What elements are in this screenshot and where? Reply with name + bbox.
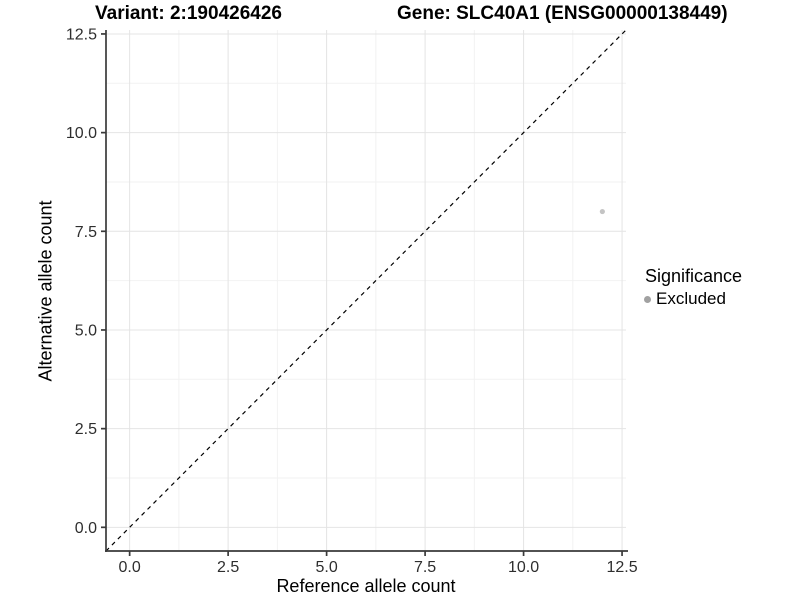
y-tick-label: 5.0 [75, 322, 97, 339]
y-axis-title: Alternative allele count [35, 200, 56, 382]
legend-title: Significance [645, 266, 743, 286]
variant-title: Variant: 2:190426426 [95, 3, 282, 24]
x-tick-label: 5.0 [315, 559, 337, 576]
identity-dashed-line [105, 29, 627, 552]
x-axis-title: Reference allele count [276, 576, 456, 596]
x-tick-label: 12.5 [606, 559, 637, 576]
x-tick-label: 2.5 [217, 559, 239, 576]
y-tick-label: 0.0 [75, 520, 97, 537]
legend: Significance Excluded [644, 265, 743, 309]
excluded-point-swatch-icon [644, 295, 651, 303]
y-tick-label: 12.5 [66, 26, 97, 43]
y-tick-label: 2.5 [75, 421, 97, 438]
legend-item-excluded: Excluded [644, 289, 742, 309]
x-tick-label: 0.0 [119, 559, 141, 576]
data-point [599, 208, 605, 215]
x-tick-label: 10.0 [508, 559, 539, 576]
x-tick-label: 7.5 [414, 559, 436, 576]
y-tick-label: 7.5 [75, 224, 97, 241]
y-tick-label: 10.0 [66, 125, 97, 142]
gene-title: Gene: SLC40A1 (ENSG00000138449) [397, 3, 728, 24]
legend-item-label: Excluded [656, 289, 726, 308]
